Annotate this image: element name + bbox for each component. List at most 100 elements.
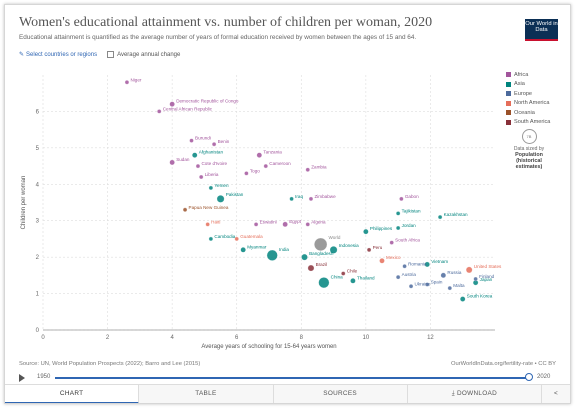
- point-eswatini[interactable]: [253, 222, 259, 227]
- point-austria[interactable]: [395, 275, 401, 280]
- point-label: Cameroon: [269, 161, 291, 166]
- point-burundi[interactable]: [189, 138, 194, 143]
- point-romania[interactable]: [402, 264, 407, 269]
- point-label: Russia: [447, 270, 461, 275]
- point-papua-new-guinea[interactable]: [182, 207, 188, 212]
- point-label: Ukraine: [415, 281, 431, 286]
- legend-item-asia[interactable]: Asia: [506, 80, 550, 90]
- point-myanmar[interactable]: [240, 247, 246, 253]
- owid-logo[interactable]: Our World in Data: [525, 19, 558, 41]
- point-tanzania[interactable]: [256, 152, 263, 158]
- point-finland[interactable]: [473, 276, 478, 282]
- point-kazakhstan[interactable]: [437, 214, 443, 220]
- point-jordan[interactable]: [395, 225, 401, 231]
- point-thailand[interactable]: [350, 278, 356, 284]
- legend-item-north-america[interactable]: North America: [506, 99, 550, 109]
- point-united-states[interactable]: [465, 266, 473, 274]
- point-south-korea[interactable]: [460, 296, 466, 302]
- point-haiti[interactable]: [205, 222, 210, 227]
- point-pakistan[interactable]: [216, 195, 225, 203]
- timeline-end-year: 2020: [537, 374, 551, 380]
- point-label: Burundi: [195, 136, 211, 141]
- point-label: Democratic Republic of Congo: [176, 99, 239, 104]
- point-label: Zimbabwe: [314, 194, 336, 199]
- point-russia[interactable]: [440, 272, 447, 279]
- point-chile[interactable]: [341, 271, 346, 276]
- point-gabon[interactable]: [399, 196, 404, 202]
- point-brazil[interactable]: [307, 264, 315, 272]
- point-spain[interactable]: [425, 282, 430, 287]
- point-guatemala[interactable]: [234, 236, 239, 242]
- x-tick-label: 4: [170, 335, 174, 341]
- point-label: Iraq: [295, 194, 303, 199]
- tab-table[interactable]: TABLE: [139, 385, 274, 403]
- point-niger[interactable]: [124, 80, 130, 85]
- tab-download[interactable]: ⤓ DOWNLOAD: [408, 385, 542, 403]
- point-malta[interactable]: [447, 285, 452, 291]
- point-benin[interactable]: [211, 142, 217, 147]
- point-indonesia[interactable]: [329, 246, 338, 254]
- y-tick-label: 0: [36, 328, 40, 334]
- point-central-african-republic[interactable]: [157, 109, 162, 114]
- source-url[interactable]: OurWorldInData.org/fertility-rate • CC B…: [451, 361, 557, 367]
- checkbox-icon[interactable]: [107, 51, 115, 58]
- legend-label: North America: [514, 100, 550, 107]
- point-democratic-republic-of-congo[interactable]: [169, 101, 175, 107]
- point-yemen[interactable]: [208, 185, 214, 191]
- point-egypt[interactable]: [282, 221, 288, 228]
- point-label: South Korea: [467, 293, 493, 298]
- tab-chart[interactable]: CHART: [5, 385, 140, 403]
- point-label: Malta: [453, 283, 465, 288]
- point-label: Togo: [250, 168, 260, 173]
- point-cote-d-ivoire[interactable]: [195, 163, 201, 169]
- point-togo[interactable]: [244, 171, 249, 176]
- point-philippines[interactable]: [363, 228, 369, 235]
- point-iraq[interactable]: [289, 196, 294, 202]
- y-tick-label: 2: [36, 255, 40, 261]
- legend-item-south-america[interactable]: South America: [506, 118, 550, 128]
- point-zimbabwe[interactable]: [308, 196, 314, 202]
- point-cameroon[interactable]: [263, 163, 268, 169]
- tab-sources[interactable]: SOURCES: [274, 385, 408, 403]
- timeline-track[interactable]: [55, 377, 529, 379]
- y-axis-label: Children per woman: [21, 176, 27, 230]
- legend-item-oceania[interactable]: Oceania: [506, 108, 550, 118]
- y-tick-label: 5: [36, 146, 40, 152]
- play-icon[interactable]: [19, 374, 25, 382]
- point-label: India: [279, 247, 289, 252]
- legend-item-africa[interactable]: Africa: [506, 70, 550, 80]
- point-label: Egypt: [289, 219, 301, 224]
- point-china[interactable]: [318, 277, 330, 289]
- point-south-africa[interactable]: [389, 240, 394, 245]
- x-axis-label: Average years of schooling for 15-64 yea…: [201, 344, 336, 350]
- legend-swatch: [506, 72, 511, 78]
- point-bangladesh[interactable]: [301, 253, 308, 261]
- point-zambia[interactable]: [305, 167, 310, 172]
- point-label: United States: [474, 264, 502, 269]
- point-sudan[interactable]: [169, 159, 175, 166]
- point-world[interactable]: [314, 237, 328, 251]
- point-ukraine[interactable]: [408, 284, 414, 289]
- select-countries-link[interactable]: ✎ Select countries or regions: [19, 51, 97, 59]
- point-cambodia[interactable]: [208, 236, 214, 242]
- point-mexico[interactable]: [379, 258, 385, 264]
- share-icon[interactable]: <: [553, 390, 559, 397]
- point-label: Mexico: [386, 255, 401, 260]
- point-afghanistan[interactable]: [192, 152, 198, 158]
- size-legend: 7B Data sized by Population (historical …: [507, 129, 551, 170]
- point-liberia[interactable]: [199, 174, 204, 180]
- point-algeria[interactable]: [305, 222, 310, 227]
- point-tajikistan[interactable]: [395, 211, 401, 216]
- timeline: 1950 2020: [19, 373, 559, 383]
- timeline-handle[interactable]: [525, 373, 533, 381]
- chart-frame: Women's educational attainment vs. numbe…: [4, 4, 571, 404]
- point-india[interactable]: [266, 249, 278, 261]
- point-label: Bangladesh: [309, 251, 334, 256]
- point-vietnam[interactable]: [424, 261, 430, 268]
- legend-item-europe[interactable]: Europe: [506, 89, 550, 99]
- average-change-toggle[interactable]: Average annual change: [107, 51, 180, 58]
- point-peru[interactable]: [366, 247, 372, 253]
- x-tick-label: 10: [363, 335, 370, 341]
- legend-label: Oceania: [514, 109, 535, 116]
